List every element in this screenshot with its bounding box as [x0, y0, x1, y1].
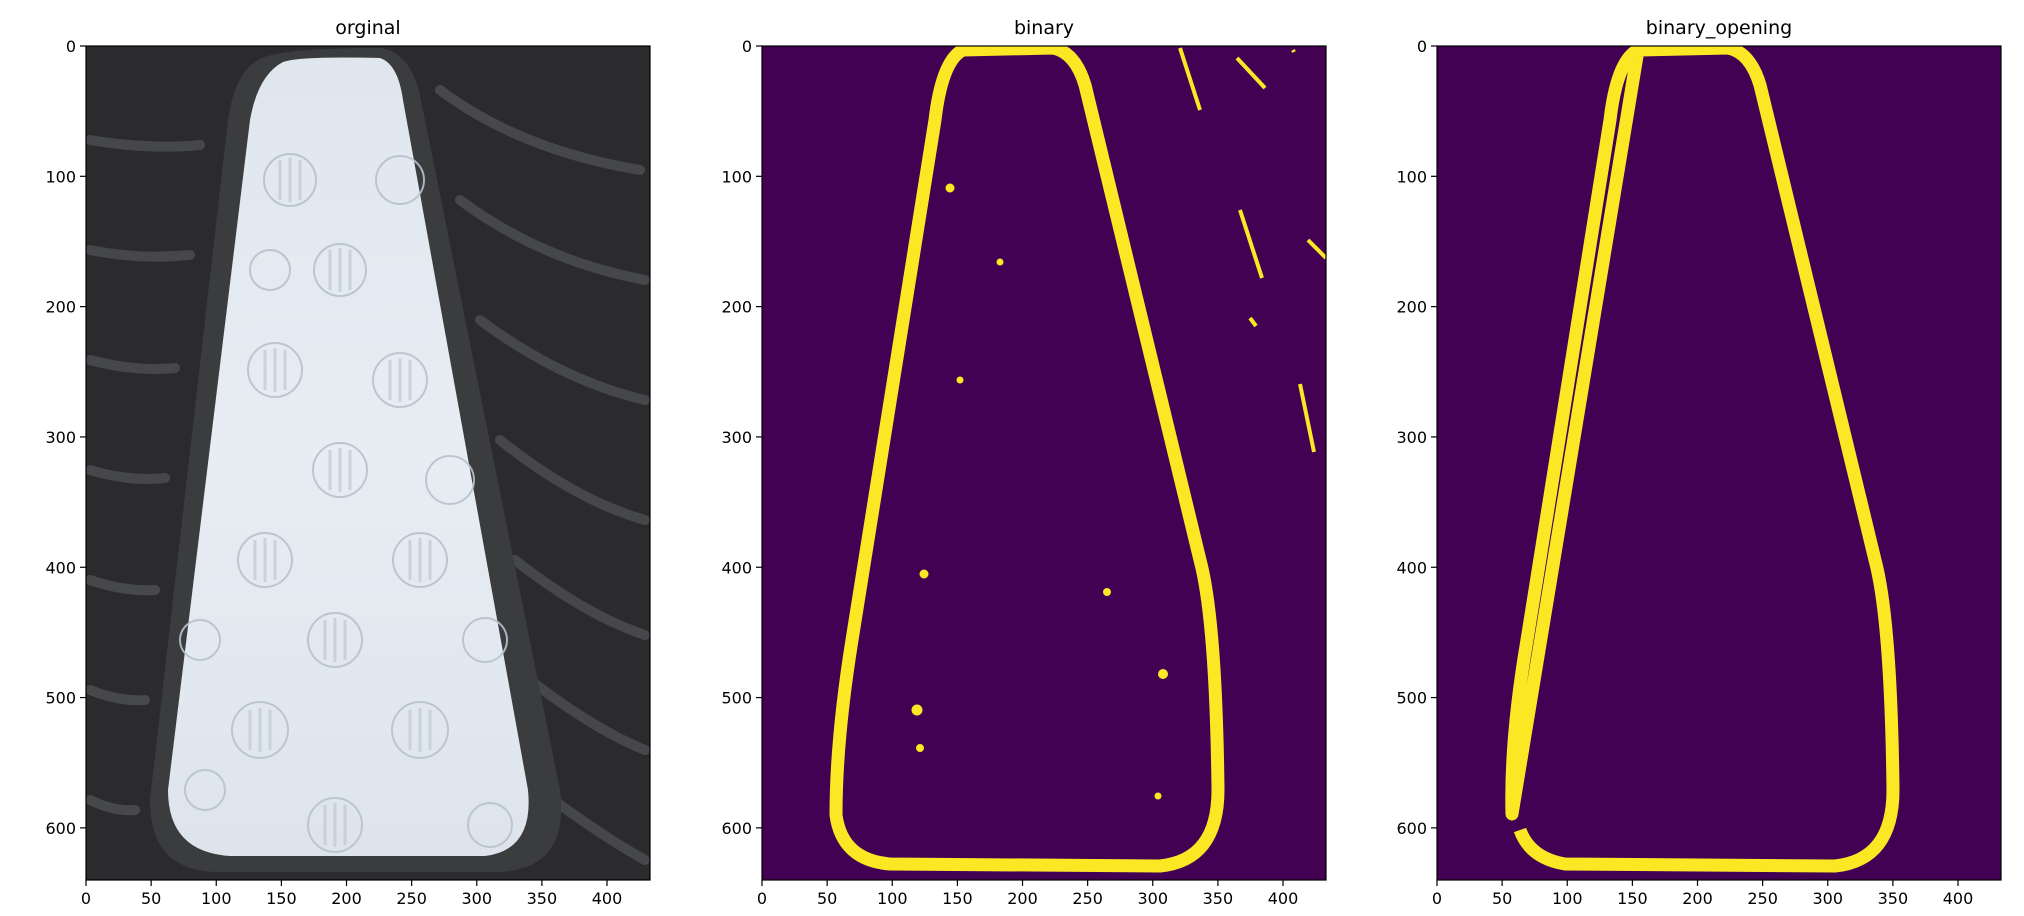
x-tick-label: 100: [1552, 889, 1583, 908]
y-tick-label: 200: [721, 298, 752, 317]
y-tick-label: 100: [45, 167, 76, 186]
y-tick-label: 200: [45, 298, 76, 317]
y-tick-label: 0: [742, 37, 752, 56]
y-tick-label: 500: [45, 689, 76, 708]
y-tick-label: 300: [1396, 428, 1427, 447]
x-tick-label: 200: [1682, 889, 1713, 908]
x-tick-label: 150: [1617, 889, 1648, 908]
x-tick-label: 50: [817, 889, 837, 908]
binary-opening-mask: [1437, 46, 2001, 880]
x-tick-label: 50: [141, 889, 161, 908]
axes-binary: 0 50 100 150 200 250 300 350 400 0 100 200 300 400 500…: [721, 37, 1298, 908]
binary-noise: [911, 47, 1326, 800]
x-tick-label: 300: [1137, 889, 1168, 908]
x-tick-label: 350: [1203, 889, 1234, 908]
x-tick-label: 250: [1747, 889, 1778, 908]
x-tick-label: 400: [1943, 889, 1974, 908]
axes-original: 0 50 100 150 200 250 300 350 400 0 100 200 300 400 500…: [45, 37, 622, 908]
panel-title-binary-opening: binary_opening: [1646, 17, 1792, 39]
x-tick-label: 100: [201, 889, 232, 908]
x-tick-label: 350: [1878, 889, 1909, 908]
y-tick-label: 600: [1396, 819, 1427, 838]
x-tick-label: 250: [1072, 889, 1103, 908]
y-tick-label: 200: [1396, 298, 1427, 317]
y-tick-label: 400: [45, 558, 76, 577]
y-tick-label: 600: [45, 819, 76, 838]
x-tick-label: 150: [266, 889, 297, 908]
x-tick-label: 100: [877, 889, 908, 908]
x-tick-label: 150: [942, 889, 973, 908]
opening-outline: [1505, 46, 1900, 873]
panel-title-binary: binary: [1014, 17, 1074, 39]
x-tick-label: 0: [757, 889, 767, 908]
axes-binary-opening: 0 50 100 150 200 250 300 350 400 0 100 200 300 400 500…: [1396, 37, 1973, 908]
binary-mask: [762, 46, 1326, 880]
x-tick-label: 300: [1812, 889, 1843, 908]
x-tick-label: 200: [1007, 889, 1038, 908]
original-photo: [86, 46, 650, 880]
y-tick-label: 100: [721, 167, 752, 186]
x-tick-label: 400: [592, 889, 623, 908]
x-tick-label: 200: [331, 889, 362, 908]
y-tick-label: 400: [721, 558, 752, 577]
y-tick-label: 400: [1396, 558, 1427, 577]
y-tick-label: 500: [721, 689, 752, 708]
y-tick-label: 0: [1417, 37, 1427, 56]
y-tick-label: 600: [721, 819, 752, 838]
x-tick-label: 250: [396, 889, 427, 908]
x-tick-label: 0: [81, 889, 91, 908]
x-tick-label: 350: [527, 889, 558, 908]
x-tick-label: 50: [1492, 889, 1512, 908]
panel-title-original: orginal: [335, 17, 400, 39]
x-tick-label: 300: [461, 889, 492, 908]
x-tick-label: 0: [1432, 889, 1442, 908]
y-tick-label: 500: [1396, 689, 1427, 708]
panel-binary-opening: binary_opening 0 50 100 150 200 250 300 350 4000…: [1396, 17, 2002, 908]
binary-outline: [829, 46, 1225, 873]
y-tick-label: 300: [721, 428, 752, 447]
panel-original: orginal: [45, 17, 651, 908]
y-tick-label: 100: [1396, 167, 1427, 186]
x-tick-label: 400: [1268, 889, 1299, 908]
y-tick-label: 300: [45, 428, 76, 447]
y-tick-label: 0: [66, 37, 76, 56]
